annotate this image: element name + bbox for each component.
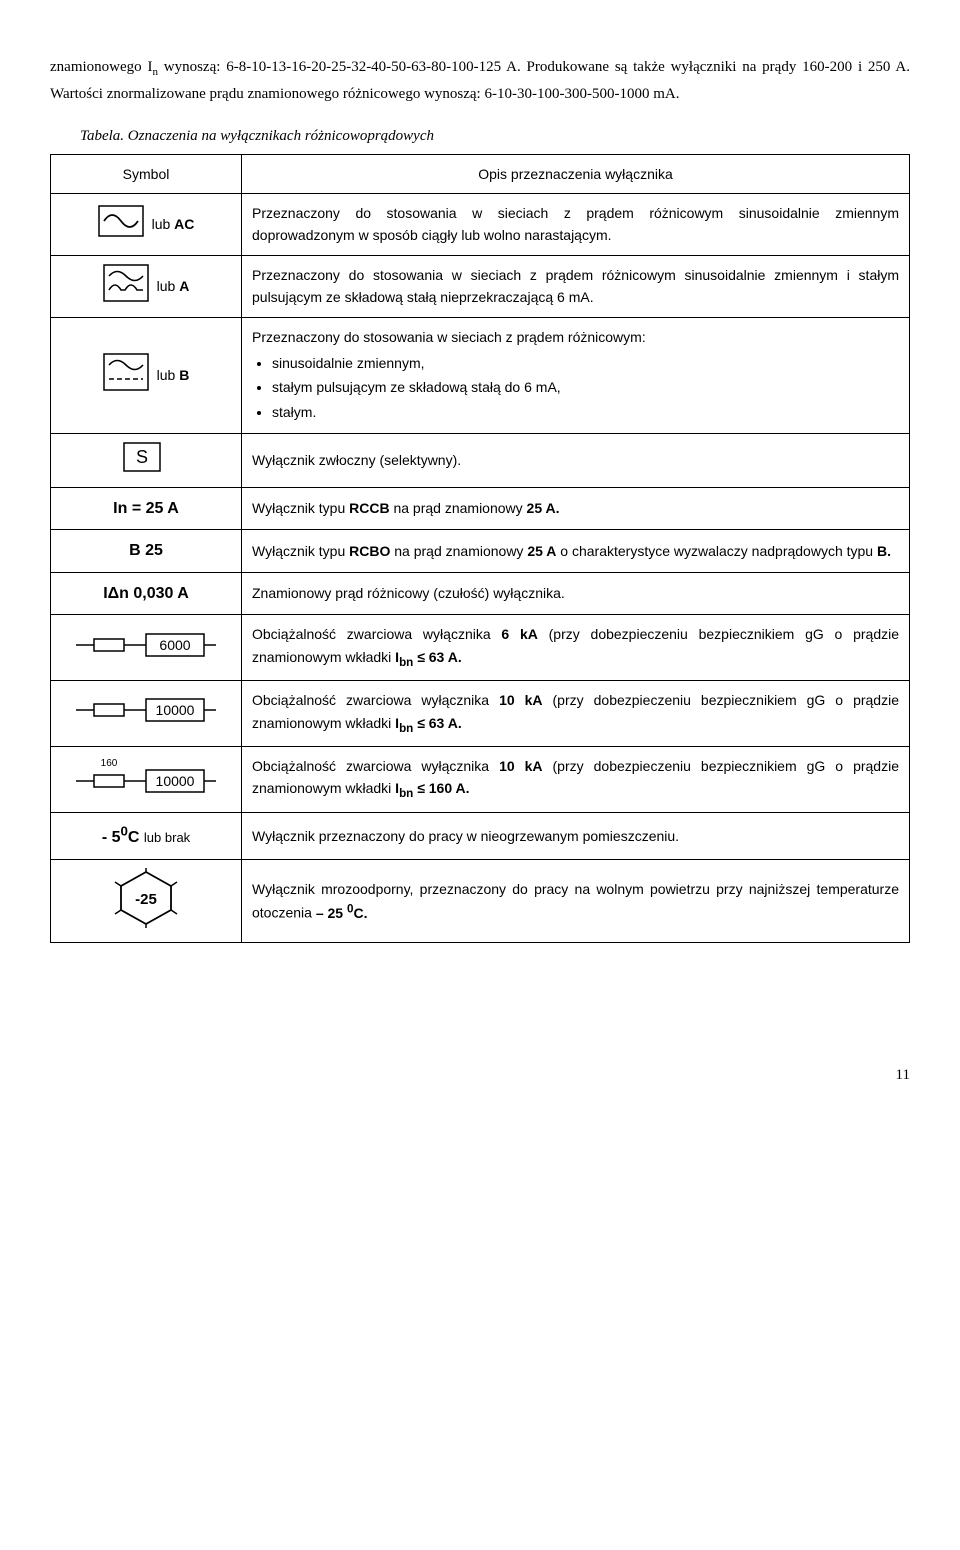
symbol-icon: 6000 [76, 631, 216, 665]
table-row: S Wyłącznik zwłoczny (selektywny). [51, 434, 910, 487]
intro-text-a: znamionowego I [50, 59, 152, 75]
desc-cell: Wyłącznik przeznaczony do pracy w nieogr… [242, 812, 910, 859]
symbol-cell: 160 10000 [51, 747, 242, 813]
desc-cell: Obciążalność zwarciowa wyłącznika 10 kA … [242, 681, 910, 747]
table-row: lub AC Przeznaczony do stosowania w sieci… [51, 193, 910, 255]
table-row: 160 10000 Obciążalność zwarciowa wyłączn… [51, 747, 910, 813]
symbol-cell: - 50C lub brak [51, 812, 242, 859]
table-row: lub B Przeznaczony do stosowania w siecia… [51, 317, 910, 434]
symbol-text: IΔn 0,030 A [103, 585, 189, 602]
page-number: 11 [50, 1063, 910, 1087]
svg-text:-25: -25 [135, 891, 157, 908]
table-row: 10000 Obciążalność zwarciowa wyłącznika … [51, 681, 910, 747]
desc-cell: Obciążalność zwarciowa wyłącznika 6 kA (… [242, 615, 910, 681]
desc-cell: Przeznaczony do stosowania w sieciach z … [242, 255, 910, 317]
table-row: 6000 Obciążalność zwarciowa wyłącznika 6… [51, 615, 910, 681]
symbol-icon: S [123, 442, 161, 478]
table-row: B 25 Wyłącznik typu RCBO na prąd znamiono… [51, 530, 910, 573]
bullet: sinusoidalnie zmiennym, [272, 352, 899, 374]
symbol-icon [103, 264, 149, 308]
symbol-text: In = 25 A [113, 500, 179, 517]
svg-text:S: S [136, 447, 148, 467]
symbol-icon [98, 205, 144, 243]
table-row: IΔn 0,030 A Znamionowy prąd różnicowy (cz… [51, 572, 910, 615]
symbol-label: lub B [157, 364, 190, 386]
table-row: -25 Wyłącznik mrozoodporny, przeznaczony… [51, 859, 910, 942]
table-caption: Tabela. Oznaczenia na wyłącznikach różni… [80, 124, 910, 148]
symbol-cell: S [51, 434, 242, 487]
symbol-cell: IΔn 0,030 A [51, 572, 242, 615]
symbol-cell: 6000 [51, 615, 242, 681]
symbol-cell: lub AC [51, 193, 242, 255]
symbol-cell: In = 25 A [51, 487, 242, 530]
desc-cell: Wyłącznik mrozoodporny, przeznaczony do … [242, 859, 910, 942]
intro-paragraph: znamionowego In wynoszą: 6-8-10-13-16-20… [50, 55, 910, 106]
symbol-cell: lub B [51, 317, 242, 434]
desc-cell: Wyłącznik typu RCBO na prąd znamionowy 2… [242, 530, 910, 573]
symbol-cell: lub A [51, 255, 242, 317]
symbol-cell: B 25 [51, 530, 242, 573]
bullet: stałym pulsującym ze składową stałą do 6… [272, 376, 899, 398]
symbol-icon [103, 353, 149, 397]
symbol-icon: -25 [111, 868, 181, 934]
svg-text:10000: 10000 [156, 773, 195, 789]
symbol-icon: 10000 [76, 696, 216, 730]
table-row: - 50C lub brak Wyłącznik przeznaczony do … [51, 812, 910, 859]
symbol-cell: 10000 [51, 681, 242, 747]
table-row: lub A Przeznaczony do stosowania w siecia… [51, 255, 910, 317]
desc-cell: Obciążalność zwarciowa wyłącznika 10 kA … [242, 747, 910, 813]
desc-cell: Przeznaczony do stosowania w sieciach z … [242, 193, 910, 255]
desc-cell: Wyłącznik typu RCCB na prąd znamionowy 2… [242, 487, 910, 530]
symbol-text: B 25 [129, 542, 163, 559]
svg-text:6000: 6000 [159, 637, 190, 653]
desc-cell: Wyłącznik zwłoczny (selektywny). [242, 434, 910, 487]
intro-text-b: wynoszą: 6-8-10-13-16-20-25-32-40-50-63-… [50, 59, 910, 102]
symbol-label: lub AC [152, 213, 195, 235]
table-row: In = 25 A Wyłącznik typu RCCB na prąd zna… [51, 487, 910, 530]
desc-cell: Przeznaczony do stosowania w sieciach z … [242, 317, 910, 434]
svg-text:10000: 10000 [156, 702, 195, 718]
desc-cell: Znamionowy prąd różnicowy (czułość) wyłą… [242, 572, 910, 615]
symbol-text: - 50C lub brak [102, 829, 190, 846]
symbol-cell: -25 [51, 859, 242, 942]
bullet: stałym. [272, 401, 899, 423]
symbol-label: lub A [157, 275, 190, 297]
header-symbol: Symbol [51, 154, 242, 193]
markings-table: Symbol Opis przeznaczenia wyłącznika lub… [50, 154, 910, 944]
symbol-icon: 160 10000 [76, 757, 216, 801]
svg-text:160: 160 [101, 758, 118, 769]
header-desc: Opis przeznaczenia wyłącznika [242, 154, 910, 193]
